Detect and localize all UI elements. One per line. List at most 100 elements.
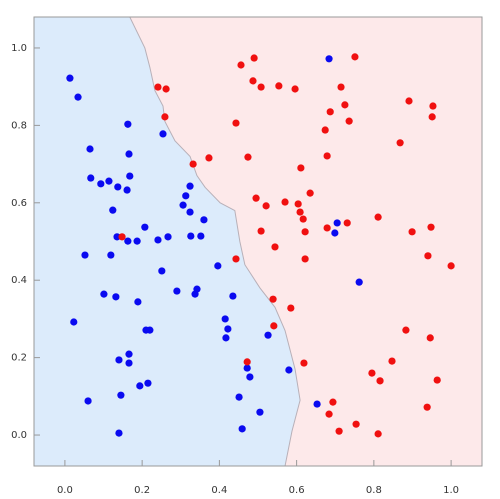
point — [287, 304, 295, 312]
point — [224, 325, 232, 333]
point — [86, 145, 94, 153]
point — [301, 228, 309, 236]
point — [87, 174, 95, 182]
point — [325, 55, 333, 63]
point — [189, 160, 197, 168]
point — [200, 216, 208, 224]
point — [281, 198, 289, 206]
point — [262, 202, 270, 210]
x-tick-label: 0.2 — [134, 485, 150, 496]
point — [125, 350, 133, 358]
point — [388, 357, 396, 365]
x-tick-label: 0.6 — [289, 485, 305, 496]
point — [269, 295, 277, 303]
point — [113, 233, 121, 241]
point — [144, 379, 152, 387]
point — [125, 150, 133, 158]
point — [179, 201, 187, 209]
point — [374, 430, 382, 438]
point — [257, 83, 265, 91]
point — [408, 228, 416, 236]
point — [118, 233, 126, 241]
point — [429, 102, 437, 110]
point — [124, 237, 132, 245]
point — [345, 117, 353, 125]
point — [244, 153, 252, 161]
point — [433, 376, 441, 384]
point — [109, 206, 117, 214]
point — [173, 287, 181, 295]
point — [296, 208, 304, 216]
point — [107, 251, 115, 259]
point — [193, 285, 201, 293]
point — [271, 243, 279, 251]
point — [100, 290, 108, 298]
point — [250, 54, 258, 62]
point — [275, 82, 283, 90]
point — [221, 315, 229, 323]
point — [115, 356, 123, 364]
point — [264, 331, 272, 339]
point — [117, 391, 125, 399]
point — [341, 101, 349, 109]
point — [306, 189, 314, 197]
point — [197, 232, 205, 240]
point — [447, 262, 455, 270]
point — [294, 200, 302, 208]
point — [70, 318, 78, 326]
point — [124, 120, 132, 128]
point — [105, 177, 113, 185]
point — [331, 229, 339, 237]
point — [136, 382, 144, 390]
point — [343, 219, 351, 227]
point — [396, 139, 404, 147]
point — [297, 164, 305, 172]
point — [205, 154, 213, 162]
point — [81, 251, 89, 259]
point — [427, 223, 435, 231]
point — [214, 262, 222, 270]
point — [243, 364, 251, 372]
point — [235, 393, 243, 401]
y-tick-label: 0.4 — [11, 275, 27, 286]
point — [112, 293, 120, 301]
point — [257, 227, 265, 235]
point — [126, 172, 134, 180]
point — [335, 427, 343, 435]
point — [252, 194, 260, 202]
point — [368, 369, 376, 377]
y-tick-label: 1.0 — [11, 43, 27, 54]
point — [325, 410, 333, 418]
point — [402, 326, 410, 334]
point — [146, 326, 154, 334]
point — [246, 373, 254, 381]
x-tick-label: 0.0 — [57, 485, 73, 496]
point — [141, 223, 149, 231]
point — [125, 359, 133, 367]
plot-frame — [33, 16, 483, 467]
y-tick-label: 0.6 — [11, 198, 27, 209]
point — [321, 126, 329, 134]
point — [115, 429, 123, 437]
point — [232, 255, 240, 263]
point — [285, 366, 293, 374]
point — [229, 292, 237, 300]
point — [133, 237, 141, 245]
point — [249, 77, 257, 85]
point — [329, 398, 337, 406]
point — [337, 83, 345, 91]
point — [134, 298, 142, 306]
point — [352, 420, 360, 428]
point — [66, 74, 74, 82]
point — [159, 130, 167, 138]
point — [164, 233, 172, 241]
point — [187, 232, 195, 240]
point — [154, 236, 162, 244]
point — [428, 113, 436, 121]
point — [114, 183, 122, 191]
point — [182, 192, 190, 200]
point — [84, 397, 92, 405]
point — [270, 322, 278, 330]
point — [186, 208, 194, 216]
